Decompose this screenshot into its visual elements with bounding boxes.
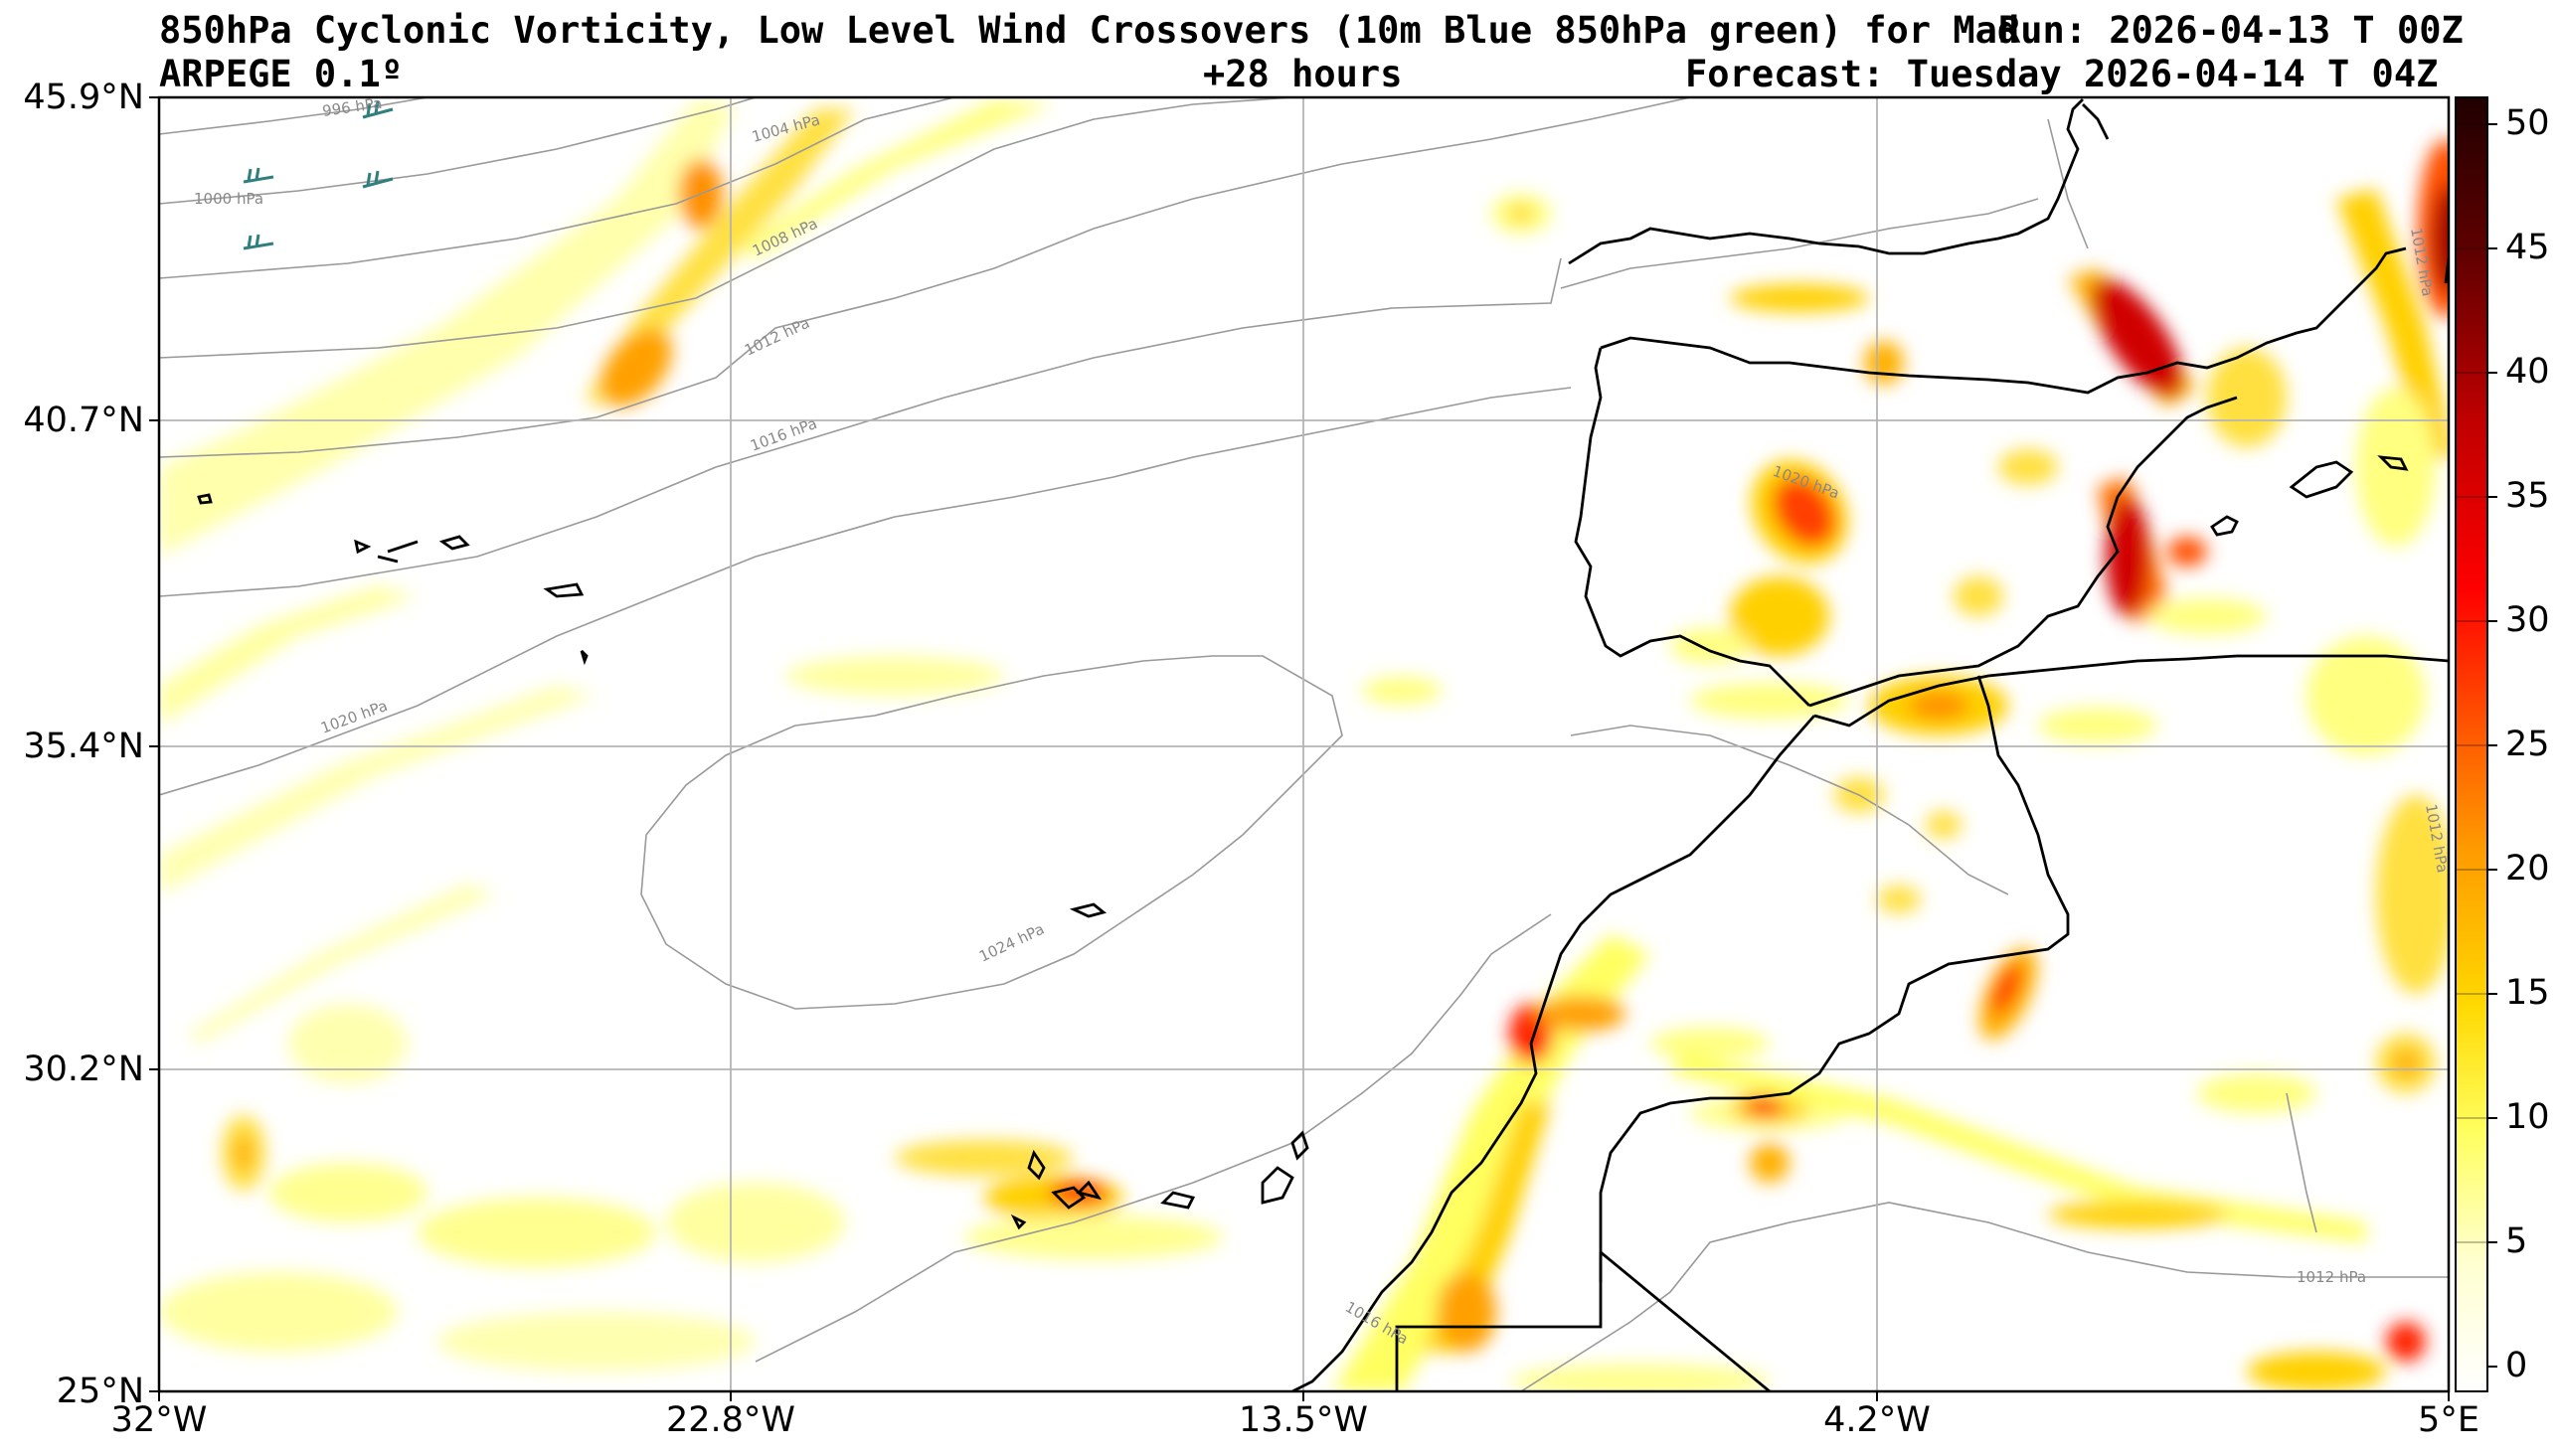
lon-label: 13.5°W	[1238, 1400, 1369, 1440]
colorbar-label: 20	[2505, 849, 2550, 889]
model-name: ARPEGE 0.1º	[159, 53, 404, 95]
lat-label: 35.4°N	[23, 727, 144, 766]
colorbar-label: 25	[2505, 725, 2550, 764]
forecast-time: Forecast: Tuesday 2026-04-14 T 04Z	[1685, 53, 2439, 95]
isobar-label: 1020 hPa	[318, 697, 390, 737]
lon-label: 5°E	[2418, 1400, 2479, 1440]
isobar-label: 1000 hPa	[194, 190, 263, 208]
colorbar	[2455, 96, 2497, 1392]
colorbar-label: 40	[2505, 352, 2550, 392]
colorbar-label: 35	[2505, 476, 2550, 516]
isobar-label: 1012 hPa	[742, 314, 812, 360]
lon-label: 4.2°W	[1823, 1400, 1931, 1440]
coastlines	[197, 98, 2449, 1391]
wind-barbs	[243, 100, 394, 250]
lead-time: +28 hours	[1203, 53, 1403, 95]
isobar-label: 1012 hPa	[2297, 1268, 2366, 1286]
colorbar-label: 30	[2505, 600, 2550, 640]
colorbar-scale	[2455, 96, 2488, 1392]
graticule	[159, 97, 2449, 1391]
colorbar-label: 5	[2505, 1221, 2528, 1261]
lon-label: 22.8°W	[665, 1400, 796, 1440]
colorbar-label: 50	[2505, 103, 2550, 143]
colorbar-label: 0	[2505, 1346, 2528, 1385]
lat-label: 45.9°N	[23, 78, 144, 117]
axis-ticks	[149, 96, 2450, 1401]
lon-label: 32°W	[110, 1400, 208, 1440]
isobars	[159, 97, 2449, 1391]
run-time: Run: 2026-04-13 T 00Z	[1998, 9, 2464, 52]
isobar-label: 1024 hPa	[976, 920, 1047, 966]
colorbar-label: 15	[2505, 973, 2550, 1013]
colorbar-label: 45	[2505, 228, 2550, 267]
lat-label: 30.2°N	[23, 1050, 144, 1089]
chart-title: 850hPa Cyclonic Vorticity, Low Level Win…	[159, 9, 2020, 52]
lat-label: 25°N	[56, 1372, 144, 1411]
colorbar-label: 10	[2505, 1097, 2550, 1137]
lat-label: 40.7°N	[23, 401, 144, 440]
vorticity-field	[159, 99, 2449, 1391]
